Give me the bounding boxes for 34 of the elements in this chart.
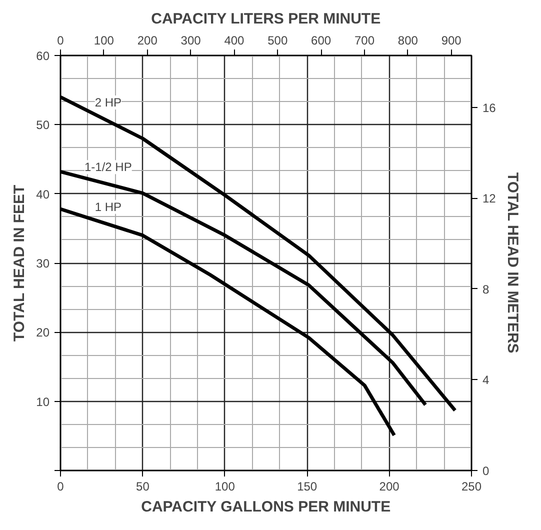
x2-tick-label: 800 [398, 34, 418, 48]
x2-tick-label: 0 [57, 34, 64, 48]
y-tick-label: 30 [36, 256, 50, 270]
x-tick-label: 0 [57, 480, 64, 494]
y2-tick-label: 16 [482, 100, 496, 115]
y2-tick-label: 4 [482, 373, 490, 388]
x-tick-label: 50 [136, 480, 150, 494]
series-label: 2 HP [94, 95, 122, 110]
series-label: 1-1/2 HP [84, 160, 132, 174]
x2-tick-label: 900 [441, 34, 462, 48]
x2-tick-label: 300 [180, 34, 202, 48]
y-tick-label: 10 [36, 394, 50, 409]
y2-tick-label: 12 [482, 192, 496, 206]
y-tick-label: 60 [36, 49, 50, 63]
x2-tick-label: 700 [354, 34, 375, 48]
y2-tick-label: 0 [482, 464, 490, 478]
x-tick-label: 150 [297, 480, 318, 494]
x2-axis-title: CAPACITY LITERS PER MINUTE [151, 10, 381, 28]
y-tick-label: 20 [36, 326, 50, 340]
y2-tick-label: 8 [482, 282, 490, 296]
x2-tick-label: 400 [224, 34, 245, 48]
x2-tick-label: 100 [94, 34, 114, 48]
x-tick-label: 200 [379, 480, 400, 494]
x-axis-title: CAPACITY GALLONS PER MINUTE [141, 498, 391, 516]
y-axis-title: TOTAL HEAD IN FEET [11, 184, 28, 342]
series-label: 1 HP [94, 200, 122, 214]
y-tick-label: 50 [36, 118, 50, 132]
x2-tick-label: 600 [311, 34, 332, 48]
x-tick-label: 250 [461, 480, 482, 494]
y-tick-label: 40 [36, 187, 50, 202]
x2-tick-label: 200 [137, 34, 158, 48]
x2-tick-label: 500 [268, 34, 288, 48]
y2-axis-title: TOTAL HEAD IN METERS [504, 172, 521, 354]
x-tick-label: 100 [214, 480, 236, 494]
